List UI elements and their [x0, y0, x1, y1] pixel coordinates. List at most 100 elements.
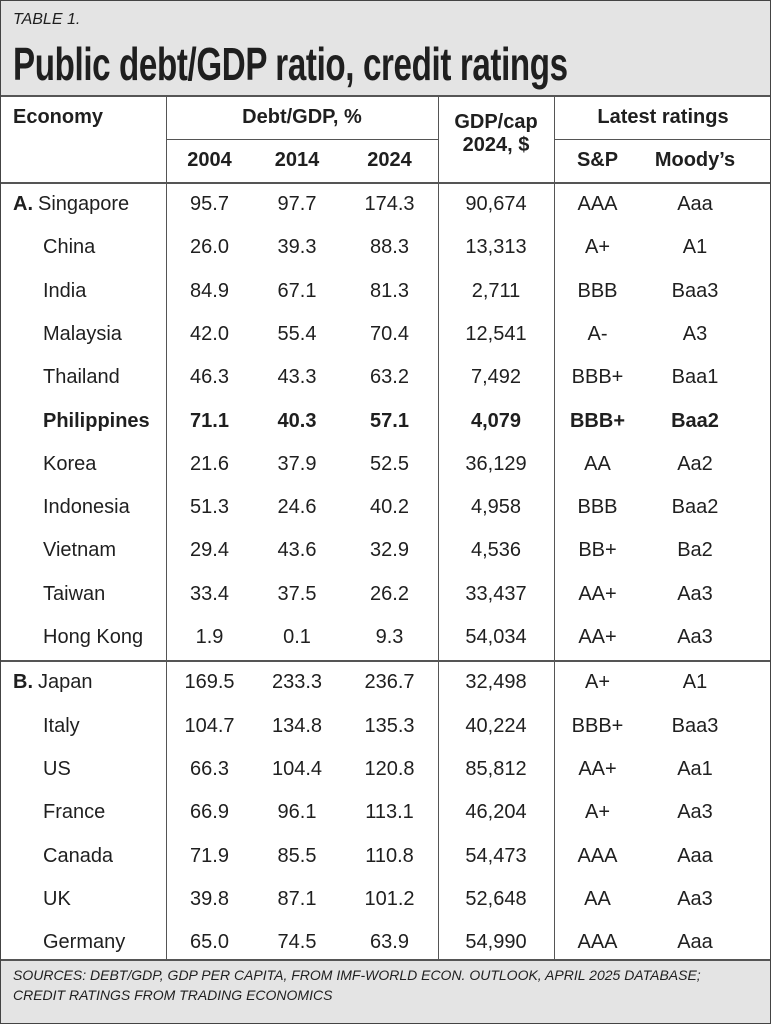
table-cell: 26.0 [190, 236, 229, 259]
table-cell: 37.5 [277, 582, 317, 605]
table-cell: 63.2 [370, 366, 409, 389]
table-cell: Aa3 [677, 626, 713, 648]
table-cell: 32,498 [465, 671, 527, 694]
table-cell: Aa2 [677, 452, 713, 475]
table-cell: AAA [577, 193, 618, 215]
economy-name: China [43, 236, 96, 259]
table-cell: 42.0 [190, 322, 229, 345]
economy-name: Korea [43, 452, 97, 475]
source-line: SOURCES: DEBT/GDP, GDP PER CAPITA, FROM … [13, 967, 701, 983]
table-cell: 88.3 [370, 236, 409, 259]
table-cell: AA+ [578, 582, 617, 605]
column-header: 2004 [187, 149, 232, 171]
table-cell: 66.3 [190, 757, 229, 780]
rule [1, 660, 770, 662]
table-cell: AA+ [578, 626, 617, 648]
section-label: B. [13, 671, 33, 694]
rule [166, 96, 167, 959]
table-cell: 39.8 [190, 887, 229, 910]
table-cell: 174.3 [364, 193, 415, 215]
table-cell: 66.9 [190, 801, 229, 824]
economy-name: Philippines [43, 409, 150, 432]
economy-name: France [43, 801, 106, 824]
table-cell: 32.9 [370, 539, 409, 562]
table-cell: 37.9 [277, 452, 317, 475]
table-cell: A+ [584, 801, 611, 824]
table-cell: AAA [577, 844, 618, 867]
table-cell: 120.8 [364, 757, 415, 780]
economy-name: Canada [43, 844, 114, 867]
table-cell: 101.2 [364, 887, 415, 910]
table-cell: 9.3 [375, 626, 404, 648]
table-cell: 54,034 [465, 626, 527, 648]
table-cell: 55.4 [277, 322, 317, 345]
table-cell: 87.1 [277, 887, 317, 910]
table-cell: 21.6 [190, 452, 229, 475]
table-cell: 52,648 [465, 887, 527, 910]
table-cell: 104.7 [184, 714, 235, 737]
table-cell: 70.4 [370, 322, 409, 345]
table-cell: 40.2 [370, 496, 409, 519]
table-cell: BB+ [578, 539, 617, 562]
table-cell: Aa3 [677, 887, 713, 910]
table-cell: 0.1 [283, 626, 311, 648]
table-cell: 90,674 [465, 193, 527, 215]
table-cell: 113.1 [365, 801, 414, 824]
table-cell: 71.9 [190, 844, 229, 867]
table-cell: 54,473 [465, 844, 527, 867]
table-cell: A1 [682, 236, 708, 259]
table-cell: 65.0 [190, 931, 229, 954]
table-cell: 169.5 [184, 671, 235, 694]
table-cell: AA+ [578, 757, 617, 780]
table-cell: BBB [577, 279, 618, 302]
table-cell: 84.9 [190, 279, 229, 302]
column-header: Moody’s [654, 149, 736, 171]
table-cell: 26.2 [370, 582, 409, 605]
economy-name: India [43, 279, 87, 302]
table-cell: 4,079 [470, 409, 522, 432]
table-cell: 51.3 [190, 496, 229, 519]
rule [166, 139, 438, 140]
table-cell: Aaa [677, 193, 713, 215]
economy-name: Indonesia [43, 496, 130, 519]
economy-name: Malaysia [43, 322, 122, 345]
table-cell: Ba2 [677, 539, 713, 562]
table-cell: 1.9 [195, 626, 224, 648]
table-cell: A3 [682, 322, 708, 345]
column-header: Economy [13, 106, 104, 128]
table-cell: 13,313 [465, 236, 527, 259]
section-label: A. [13, 193, 33, 215]
table-cell: BBB+ [571, 714, 624, 737]
table-cell: 74.5 [277, 931, 317, 954]
economy-name: Japan [38, 671, 93, 694]
table-cell: BBB+ [569, 409, 625, 432]
table-cell: 40.3 [277, 409, 317, 432]
table-cell: 57.1 [370, 409, 409, 432]
column-header: Latest ratings [597, 106, 729, 128]
economy-name: Singapore [38, 193, 130, 215]
table-cell: Aaa [677, 844, 713, 867]
table-cell: Aaa [677, 931, 713, 954]
rule [554, 139, 770, 140]
table-cell: 110.8 [365, 844, 414, 867]
table-cell: 54,990 [465, 931, 527, 954]
economy-name: Italy [43, 714, 80, 737]
table-cell: 33,437 [465, 582, 527, 605]
table-cell: 7,492 [470, 366, 522, 389]
table-cell: 2,711 [471, 279, 521, 302]
column-header: 2014 [274, 149, 320, 171]
table-cell: A- [587, 322, 608, 345]
table-label: TABLE 1. [13, 11, 81, 28]
table-cell: BBB+ [571, 366, 624, 389]
table-cell: Baa3 [671, 279, 719, 302]
economy-name: Germany [43, 931, 126, 954]
column-header: 2024, $ [462, 134, 530, 156]
table-cell: 4,536 [470, 539, 522, 562]
table-cell: 24.6 [277, 496, 317, 519]
rule [1, 182, 770, 184]
table-cell: 95.7 [190, 193, 229, 215]
table-cell: A+ [584, 671, 611, 694]
table-cell: 12,541 [465, 322, 527, 345]
header-band [1, 1, 770, 95]
